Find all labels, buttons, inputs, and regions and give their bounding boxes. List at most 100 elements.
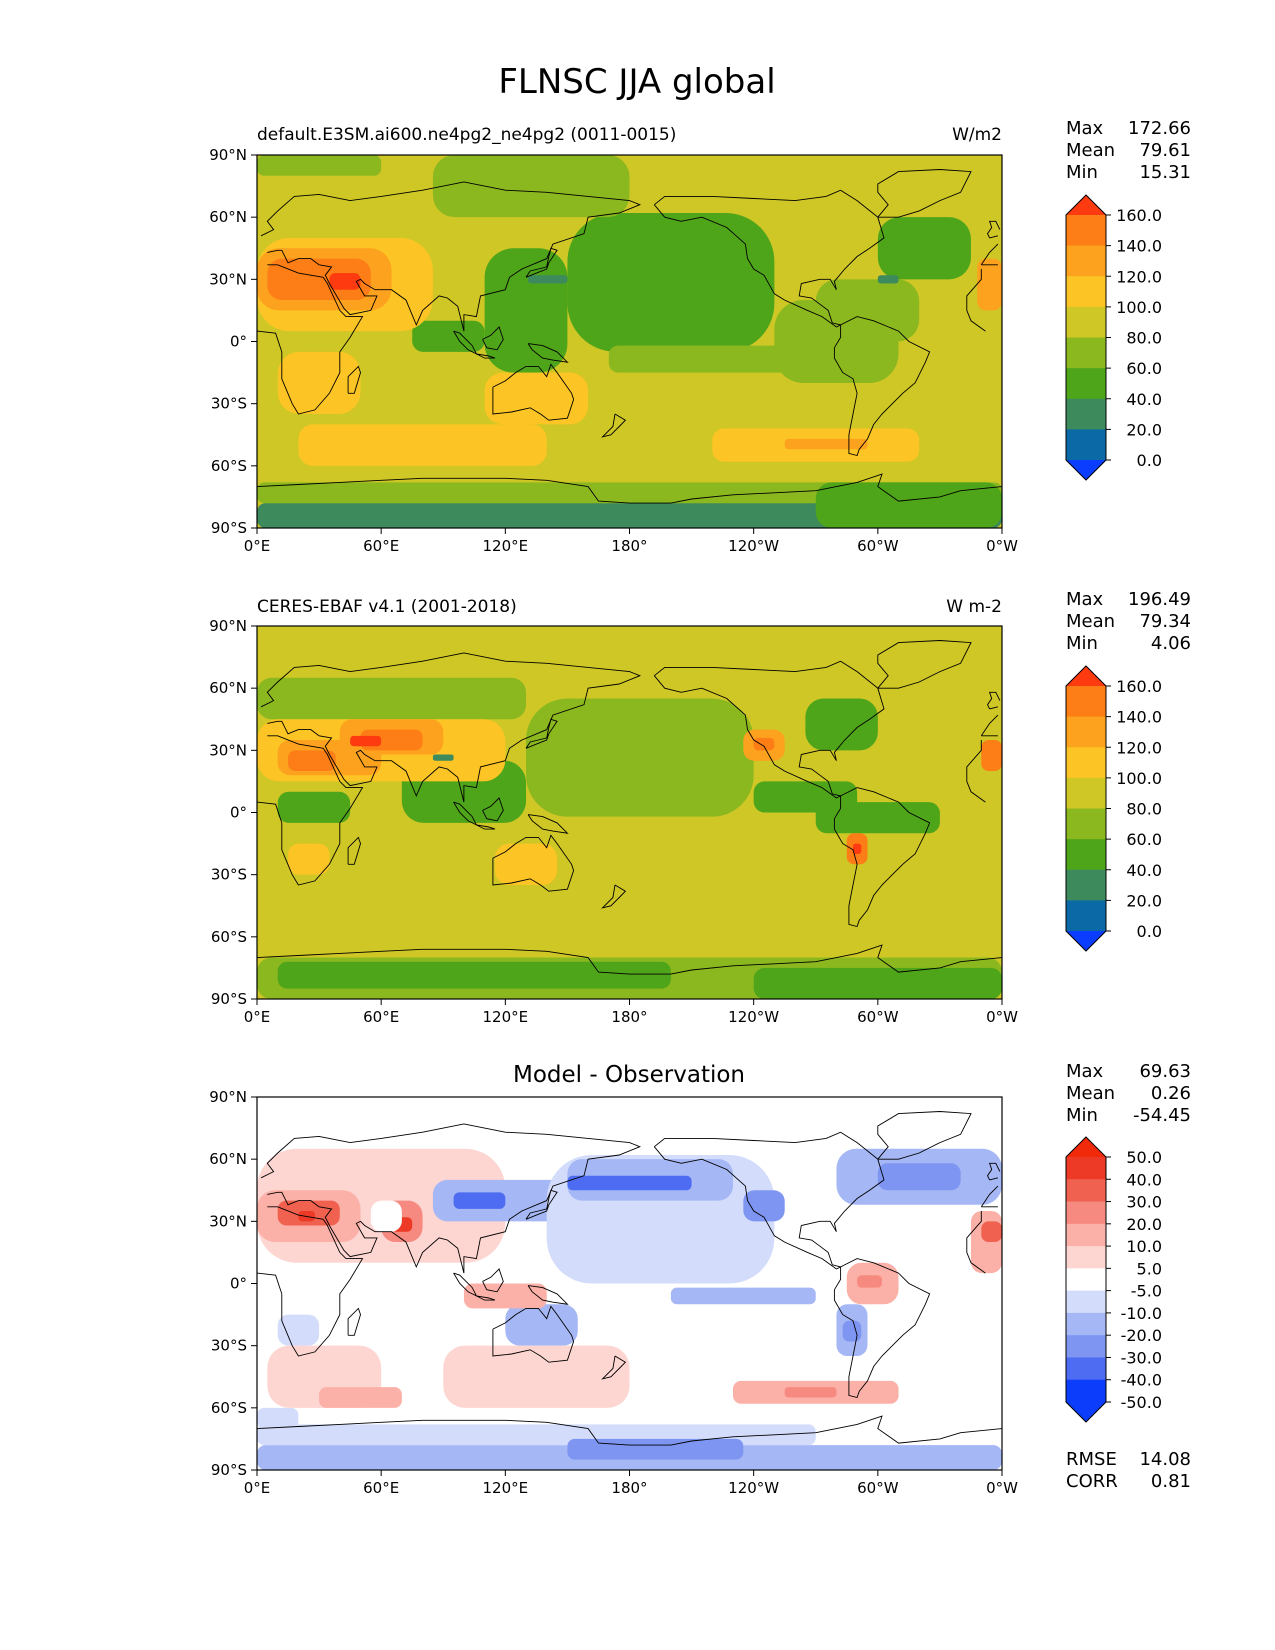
field-region-19 — [329, 273, 361, 290]
field-region-7 — [815, 802, 940, 834]
stat-max-label: Max — [1066, 118, 1104, 139]
colorbar-band — [1066, 1201, 1106, 1225]
panel-model-title: default.E3SM.ai600.ne4pg2_ne4pg2 (0011-0… — [257, 125, 676, 145]
panel-difference-title: Model - Observation — [513, 1062, 745, 1088]
colorbar-tick-label: -10.0 — [1121, 1304, 1162, 1323]
field-region-28 — [784, 1387, 837, 1398]
colorbar-arrow-max — [1066, 666, 1106, 686]
colorbar-band — [1066, 429, 1106, 461]
coastline-samerica — [833, 1258, 931, 1399]
stat-min-value: -54.45 — [1133, 1105, 1191, 1126]
field-region-23 — [277, 1314, 320, 1346]
stat-max-label: Max — [1066, 1061, 1104, 1082]
panel-model: default.E3SM.ai600.ne4pg2_ne4pg2 (0011-0… — [209, 118, 1191, 555]
colorbar-tick-label: 20.0 — [1126, 1215, 1162, 1234]
colorbar-band — [1066, 1246, 1106, 1269]
coastlines — [257, 169, 1002, 504]
colorbar-band — [1066, 839, 1106, 871]
colorbar-tick-label: 10.0 — [1126, 1237, 1162, 1256]
colorbar-arrow-min — [1066, 460, 1106, 480]
y-tick-label: 0° — [230, 1275, 247, 1293]
colorbar-arrow-min — [1066, 1402, 1106, 1422]
stat-min-label: Min — [1066, 162, 1098, 183]
colorbar-arrow-max — [1066, 1137, 1106, 1157]
colorbar-tick-label: 120.0 — [1116, 267, 1162, 286]
coastline-borneo — [482, 326, 504, 351]
colorbar-band — [1066, 1379, 1106, 1403]
field-region-14 — [350, 735, 382, 747]
colorbar-tick-label: 40.0 — [1126, 1170, 1162, 1189]
stat-rmse-value: 14.08 — [1139, 1449, 1191, 1470]
panel-model-stats: Max 172.66 Mean 79.61 Min 15.31 — [1066, 118, 1191, 183]
colorbar-tick-label: -20.0 — [1121, 1326, 1162, 1345]
x-tick-label: 120°E — [483, 1008, 529, 1026]
coastline-greenland — [877, 640, 972, 689]
coastline-greenland — [877, 1111, 972, 1160]
colorbar-tick-label: 0.0 — [1137, 451, 1162, 470]
field-region-23 — [877, 275, 899, 284]
coastline-uk — [986, 691, 1001, 710]
y-tick-label: 60°N — [209, 208, 247, 226]
field-region-2 — [753, 967, 1002, 999]
field-region-6 — [277, 791, 351, 823]
y-tick-label: 90°S — [211, 519, 247, 537]
coastline-australia — [492, 1305, 575, 1363]
colorbar-tick-label: 120.0 — [1116, 738, 1162, 757]
coastline-africa — [257, 735, 986, 886]
field-region-3 — [526, 698, 754, 817]
y-tick-label: 90°N — [209, 617, 247, 635]
coastline-uk — [986, 220, 1001, 239]
stat-mean-label: Mean — [1066, 140, 1115, 161]
colorbar-band — [1066, 1179, 1106, 1203]
coastline-namerica — [653, 1131, 885, 1270]
colorbar-tick-label: 60.0 — [1126, 830, 1162, 849]
x-tick-label: 0°E — [244, 1008, 271, 1026]
field-region-29 — [463, 1283, 547, 1309]
coastline-indonesia_java — [476, 1295, 496, 1301]
coastline-indonesia_java — [476, 824, 496, 830]
field-region-22 — [981, 739, 1002, 772]
y-tick-label: 30°N — [209, 270, 247, 288]
field-region-1 — [257, 482, 1002, 504]
x-tick-label: 120°E — [483, 537, 529, 555]
y-tick-label: 90°N — [209, 146, 247, 164]
coastline-antarctica — [257, 473, 1002, 504]
x-tick-label: 120°W — [728, 1479, 779, 1497]
coastline-eurasia — [260, 1123, 999, 1274]
colorbar-tick-label: 80.0 — [1126, 800, 1162, 819]
colorbar-tick-label: 20.0 — [1126, 420, 1162, 439]
coastline-japan — [525, 1189, 558, 1220]
y-tick-label: 60°N — [209, 1150, 247, 1168]
colorbar-band — [1066, 1335, 1106, 1358]
colorbar-tick-label: 50.0 — [1126, 1148, 1162, 1167]
x-tick-label: 0°E — [244, 1479, 271, 1497]
panel-observation-units: W m-2 — [946, 597, 1002, 617]
stat-min-value: 4.06 — [1151, 633, 1191, 654]
colorbar-arrow-max — [1066, 195, 1106, 215]
colorbar-tick-label: 140.0 — [1116, 237, 1162, 256]
coastline-newzealand — [601, 1355, 627, 1380]
y-tick-label: 30°N — [209, 741, 247, 759]
field-region-21 — [842, 1320, 862, 1342]
field-region-15 — [743, 1190, 785, 1222]
field-region-14 — [484, 372, 589, 425]
coastline-namerica — [653, 189, 885, 328]
coastline-newguinea — [527, 814, 569, 834]
panel-observation-stats: Max 196.49 Mean 79.34 Min 4.06 — [1066, 589, 1191, 654]
colorbar-band — [1066, 215, 1106, 247]
x-tick-label: 60°E — [363, 537, 399, 555]
coastline-japan — [525, 247, 558, 278]
colorbar-tick-label: 20.0 — [1126, 891, 1162, 910]
x-tick-label: 180° — [611, 1008, 647, 1026]
coastline-uk — [986, 1162, 1001, 1181]
coastline-antarctica — [257, 1415, 1002, 1446]
coastline-australia — [492, 363, 575, 421]
stat-mean-value: 0.26 — [1151, 1083, 1191, 1104]
colorbar-tick-label: 100.0 — [1116, 769, 1162, 788]
colorbar-tick-label: 30.0 — [1126, 1193, 1162, 1212]
colorbar-band — [1066, 1268, 1106, 1292]
colorbar-band — [1066, 276, 1106, 308]
colorbar-tick-label: 160.0 — [1116, 206, 1162, 225]
coastline-japan — [525, 718, 558, 749]
colorbar-band — [1066, 306, 1106, 338]
